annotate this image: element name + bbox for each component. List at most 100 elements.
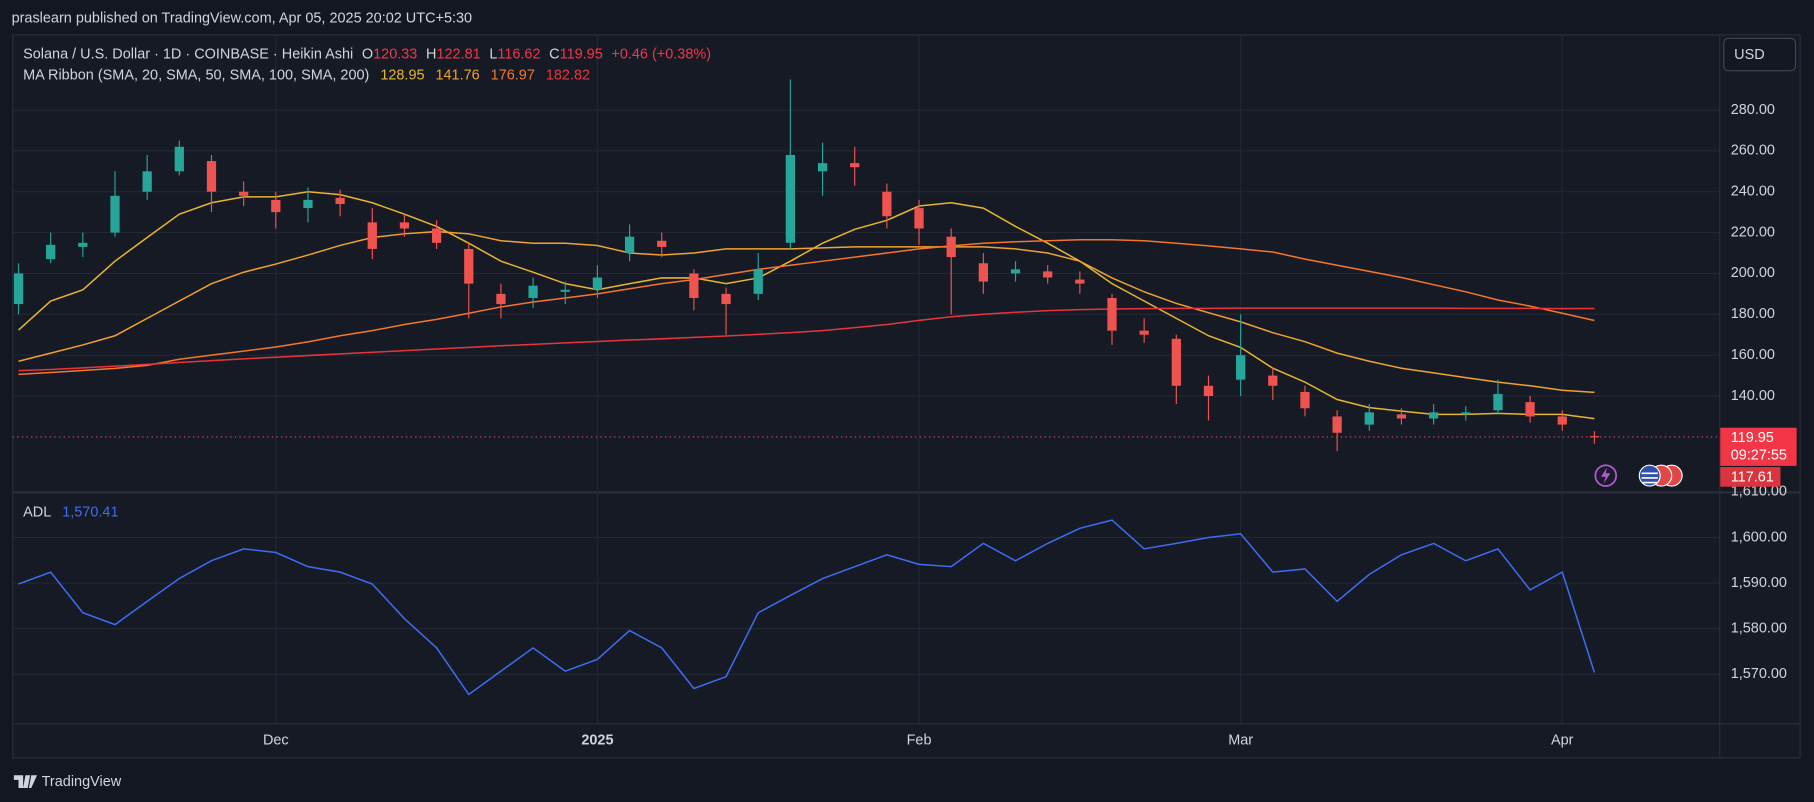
ma-value: 182.82 <box>546 67 590 83</box>
low-value: 116.62 <box>497 46 540 62</box>
adl-legend: ADL 1,570.41 <box>23 504 118 520</box>
x-tick-label: Dec <box>263 732 289 748</box>
currency-button[interactable]: USD <box>1723 37 1797 72</box>
candle-body <box>946 236 956 258</box>
price-label-bg <box>1720 427 1797 466</box>
candle-body <box>592 277 603 290</box>
open-value: 120.33 <box>373 46 417 62</box>
lightning-glyph <box>1601 467 1611 484</box>
countdown: 09:27:55 <box>1731 447 1787 463</box>
event-icons[interactable] <box>1594 464 1683 487</box>
adl-name: ADL <box>23 504 51 520</box>
plot <box>12 79 1720 696</box>
candle-body <box>367 222 377 249</box>
price-label: 119.95 <box>1731 430 1774 446</box>
ma-line <box>18 238 1595 376</box>
candle-body <box>560 289 570 292</box>
indicator-legend: MA Ribbon (SMA, 20, SMA, 50, SMA, 100, S… <box>23 67 590 83</box>
brand-name: TradingView <box>42 774 122 790</box>
ohlc-letter: L <box>489 46 497 62</box>
candle-body <box>1043 271 1053 278</box>
y-tick-label: 1,600.00 <box>1731 529 1787 545</box>
candle-body <box>1139 330 1149 335</box>
ma-value: 141.76 <box>435 67 479 83</box>
publish-info: praslearn published on TradingView.com, … <box>12 10 473 26</box>
x-tick-label: Feb <box>907 732 932 748</box>
y-tick-label: 200.00 <box>1731 265 1775 281</box>
y-tick-label: 1,570.00 <box>1731 666 1787 682</box>
candle-body <box>1075 279 1085 284</box>
candle-body <box>721 293 731 305</box>
candle-body <box>399 222 410 229</box>
candle-body <box>914 208 924 229</box>
candle-body <box>1428 412 1439 419</box>
candle-body <box>464 248 474 284</box>
high-value: 122.81 <box>436 46 480 62</box>
candle-body <box>335 197 345 204</box>
x-tick-label: 2025 <box>581 732 613 748</box>
candle-body <box>110 195 120 233</box>
adl-value: 1,570.41 <box>62 504 118 520</box>
labels: Dec 2025 Feb Mar Apr 140.00 160.00 180.00 200.00… <box>263 102 1797 748</box>
candle-body <box>1107 297 1117 331</box>
candle-body <box>1010 269 1021 274</box>
y-tick-label: 1,590.00 <box>1731 575 1787 591</box>
candle-body <box>1236 355 1246 380</box>
y-tick-label: 160.00 <box>1731 347 1775 363</box>
candle-body <box>174 146 184 172</box>
marker-label-bg <box>1720 467 1781 487</box>
y-tick-label: 220.00 <box>1731 224 1775 240</box>
candle-body <box>1203 385 1214 397</box>
adl-line <box>18 519 1596 696</box>
currency-button-bg[interactable] <box>1723 37 1797 72</box>
candle-body <box>850 163 860 168</box>
candle-body <box>689 273 699 298</box>
indicator-name: MA Ribbon (SMA, 20, SMA, 50, SMA, 100, S… <box>23 67 369 83</box>
y-tick-label: 260.00 <box>1731 143 1775 159</box>
candle-body <box>1557 416 1567 425</box>
ma-value: 128.95 <box>380 67 424 83</box>
candle-body <box>78 242 88 247</box>
brand-logo <box>13 775 38 788</box>
candle-body <box>496 293 506 305</box>
candle-body <box>1171 338 1181 386</box>
ma-line <box>18 230 1595 394</box>
ohlc-letter: C <box>549 46 559 62</box>
x-tick-label: Apr <box>1551 732 1574 748</box>
symbol: Solana / U.S. Dollar · 1D · COINBASE · H… <box>23 46 353 62</box>
y-tick-label: 140.00 <box>1731 388 1775 404</box>
ma-value: 176.97 <box>491 67 535 83</box>
candle-body <box>206 161 217 192</box>
flag-icon[interactable] <box>1638 464 1661 487</box>
candle-body <box>657 240 667 247</box>
candle-body <box>1396 414 1407 419</box>
currency[interactable]: USD <box>1734 47 1765 63</box>
ohlc-letter: H <box>426 46 436 62</box>
candles <box>13 79 1600 452</box>
candle-body <box>1300 391 1310 409</box>
candle-body <box>1461 412 1471 415</box>
y-tick-label: 1,610.00 <box>1731 484 1787 500</box>
flag-stripes <box>1641 472 1658 484</box>
symbol-legend: Solana / U.S. Dollar · 1D · COINBASE · H… <box>23 46 711 62</box>
ohlc-letter: O <box>362 46 373 62</box>
y-tick-label: 280.00 <box>1731 102 1775 118</box>
y-tick-label: 1,580.00 <box>1731 621 1787 637</box>
change: +0.46 (+0.38%) <box>611 46 711 62</box>
brand: TradingView <box>13 774 122 790</box>
candle-body <box>978 263 988 282</box>
candle-body <box>817 163 828 172</box>
candle-body <box>528 285 538 298</box>
x-tick-label: Mar <box>1228 732 1253 748</box>
candle-body <box>1493 393 1503 411</box>
marker-label: 117.61 <box>1731 469 1774 485</box>
candle-body <box>1589 436 1600 438</box>
ma-line <box>18 190 1595 420</box>
y-tick-label: 180.00 <box>1731 306 1775 322</box>
candle-body <box>1525 402 1535 417</box>
candle-body <box>1332 416 1342 433</box>
candle-body <box>239 191 249 196</box>
candle-body <box>13 273 24 305</box>
